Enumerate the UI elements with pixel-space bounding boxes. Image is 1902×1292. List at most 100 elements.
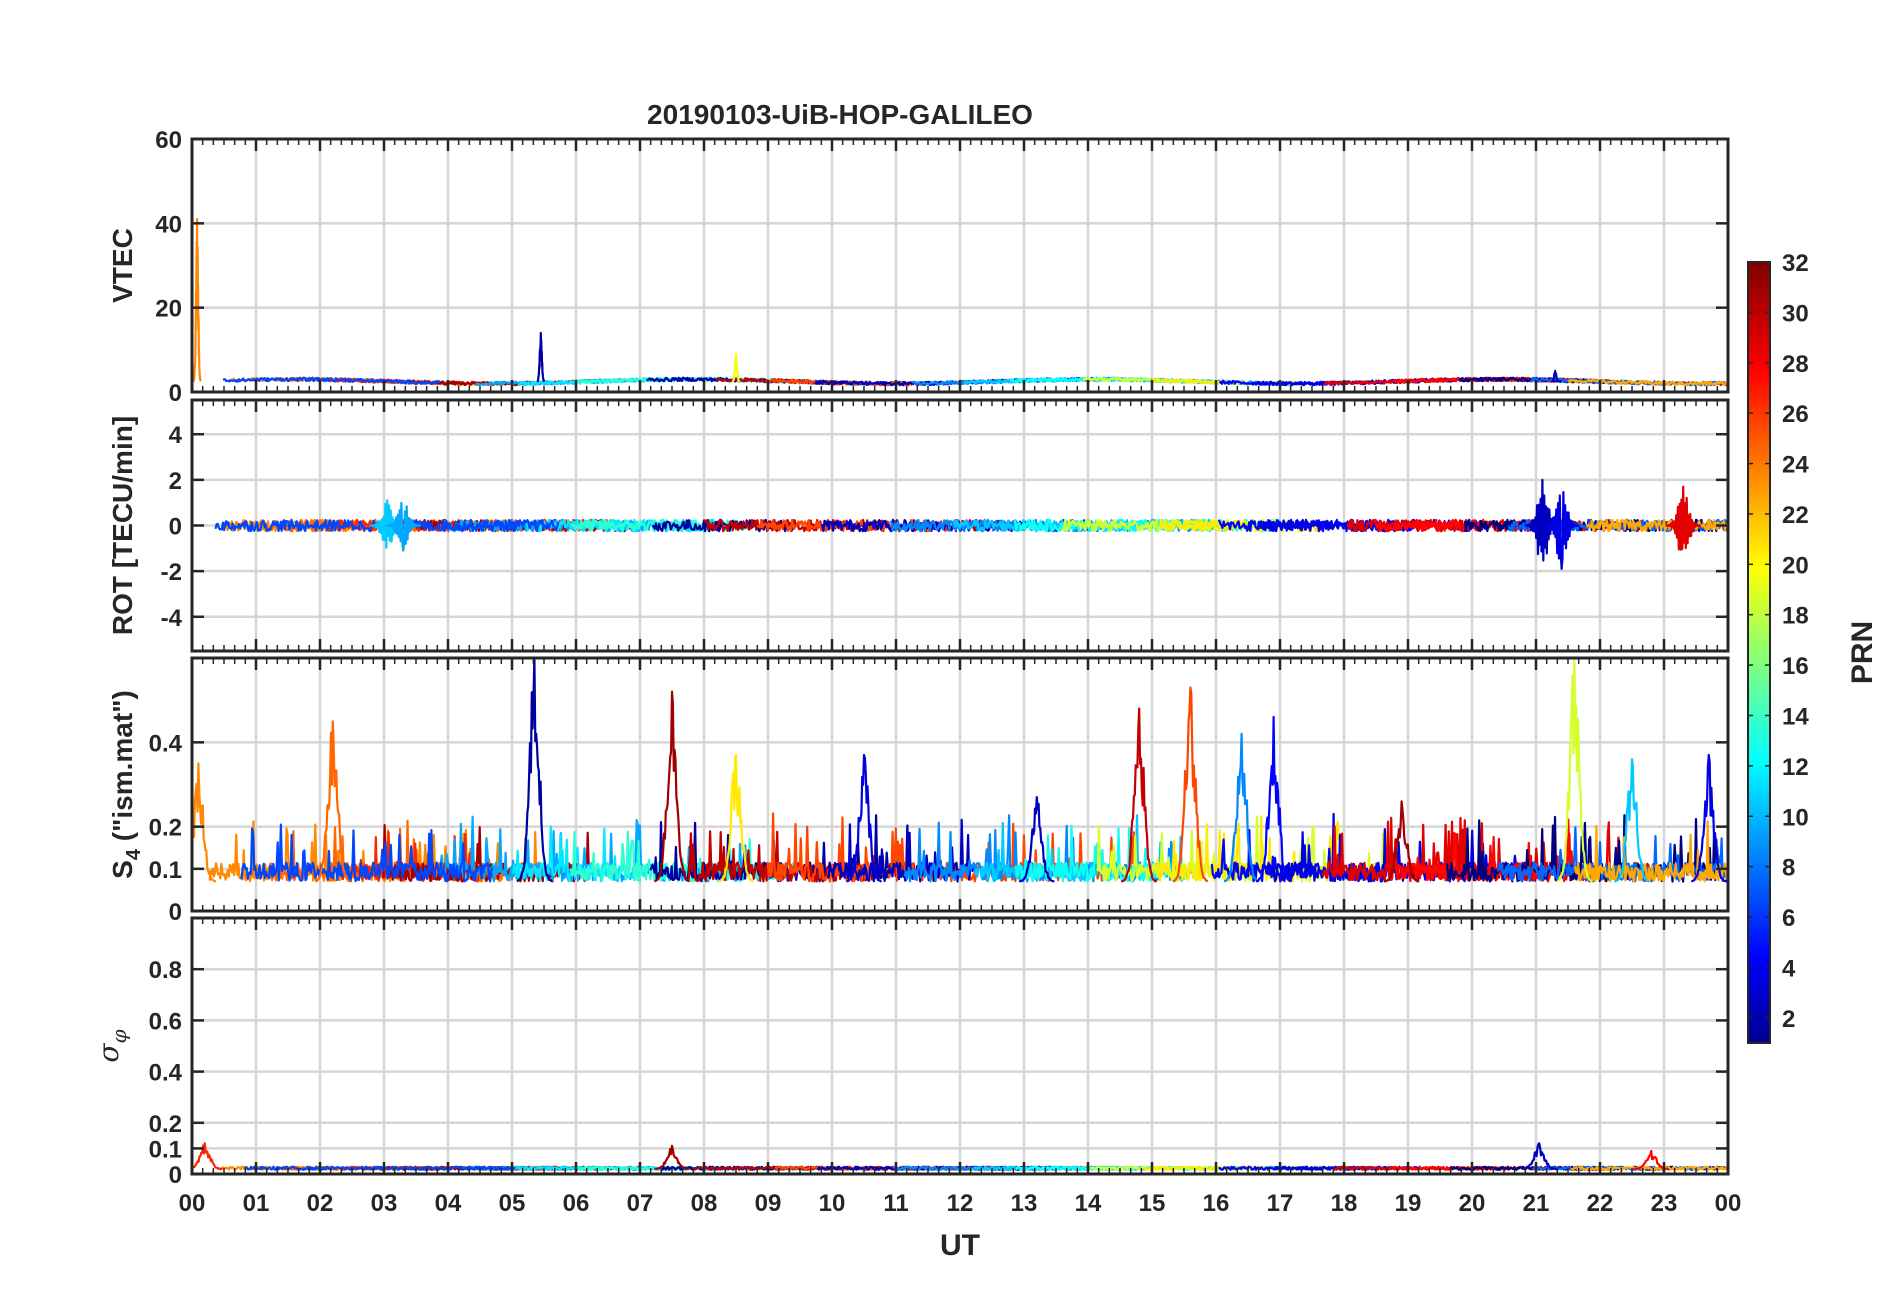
x-tick-label: 23 [1651, 1190, 1678, 1217]
x-tick-label: 01 [243, 1190, 270, 1217]
event-line-prn-11 [1614, 758, 1650, 883]
event-line-prn-20 [731, 353, 741, 383]
event-line-prn-29 [1665, 485, 1701, 551]
x-tick-label: 15 [1139, 1190, 1166, 1217]
event-line-prn-24 [190, 762, 217, 883]
y-tick-label: 0.8 [149, 957, 182, 984]
event-line-prn-4 [1690, 753, 1727, 883]
rot-ticks [190, 400, 1730, 651]
colorbar-tick-label: 20 [1782, 552, 1809, 579]
y-tick-label: 0.1 [149, 857, 182, 884]
x-tick-labels: 00 01 02 03 04 05 06 07 08 09 10 11 12 13 14 15 16 17 18 19… [179, 1190, 1742, 1217]
s4-panel: 0 0.1 0.2 0.4 S4 ("ism.mat") [107, 656, 1730, 926]
vtec-y-tick-labels: 0 20 40 60 [155, 127, 182, 407]
s4-y-tick-labels: 0 0.1 0.2 0.4 [149, 730, 183, 926]
x-tick-label: 09 [755, 1190, 782, 1217]
x-axis-label: UT [940, 1229, 980, 1262]
event-line-prn-30 [1121, 707, 1157, 883]
colorbar-tick-label: 32 [1782, 250, 1809, 277]
series-line-prn-23 [1573, 820, 1730, 883]
x-tick-label: 20 [1459, 1190, 1486, 1217]
series-line-prn-23 [1567, 378, 1729, 387]
x-tick-label: 18 [1331, 1190, 1358, 1217]
s4-y-axis-label: S4 ("ism.mat") [107, 690, 145, 879]
y-tick-label: 0.1 [149, 1136, 182, 1163]
colorbar-scale [1747, 261, 1771, 1044]
colorbar-tick-label: 28 [1782, 351, 1809, 378]
y-tick-label: 20 [155, 296, 182, 323]
event-line-prn-31 [1383, 800, 1420, 883]
event-line-prn-27 [190, 1142, 223, 1170]
rot-y-axis-label: ROT [TECU/min] [107, 416, 138, 635]
x-tick-label: 11 [883, 1190, 908, 1217]
event-line-prn-4 [846, 753, 882, 883]
x-tick-label: 05 [499, 1190, 526, 1217]
event-line-prn-24 [192, 218, 202, 383]
x-tick-label: 08 [691, 1190, 718, 1217]
y-tick-label: 0.6 [149, 1008, 182, 1035]
event-line-prn-3 [1018, 796, 1055, 883]
sigma-label-main: σ [92, 1043, 125, 1063]
colorbar-tick-label: 22 [1782, 502, 1809, 529]
colorbar-tick-label: 12 [1782, 754, 1809, 781]
chart-title: 20190103-UiB-HOP-GALILEO [647, 99, 1033, 130]
event-line-prn-5 [1255, 715, 1292, 883]
event-line-prn-31 [654, 690, 690, 883]
vtec-ticks [190, 137, 1730, 394]
event-line-prn-4 [1543, 491, 1580, 570]
x-tick-label: 12 [947, 1190, 974, 1217]
y-tick-label: -4 [161, 605, 183, 632]
colorbar-tick-label: 6 [1782, 905, 1795, 932]
x-tick-label: 17 [1267, 1190, 1294, 1217]
y-tick-label: 0 [169, 1162, 182, 1189]
s4-traces [190, 656, 1730, 883]
x-tick-label: 06 [563, 1190, 590, 1217]
x-tick-label: 16 [1203, 1190, 1230, 1217]
event-line-prn-31 [654, 1144, 690, 1170]
sigma-phi-ticks [190, 918, 1730, 1176]
x-tick-label: 03 [371, 1190, 398, 1217]
x-tick-label: 07 [627, 1190, 654, 1217]
vtec-panel: 0 20 40 60 VTEC [107, 127, 1730, 407]
colorbar-tick-label: 18 [1782, 603, 1809, 630]
series-line-prn-13 [1013, 824, 1172, 883]
s4-label-subscript: 4 [123, 848, 145, 860]
x-tick-label: 13 [1011, 1190, 1038, 1217]
event-line-prn-9 [1223, 732, 1260, 883]
colorbar-tick-label: 26 [1782, 401, 1809, 428]
x-tick-label: 04 [435, 1190, 462, 1217]
rot-traces [214, 478, 1730, 570]
y-tick-label: 4 [169, 422, 183, 449]
colorbar-tick-label: 2 [1782, 1006, 1795, 1033]
series-line-prn-7 [240, 823, 494, 883]
rot-panel: -4 -2 0 2 4 ROT [TECU/min] [107, 398, 1730, 653]
series-line-prn-23 [1585, 518, 1730, 533]
s4-ticks [190, 658, 1730, 913]
event-line-prn-21 [718, 753, 754, 883]
y-tick-label: 0.2 [149, 815, 182, 842]
x-tick-label: 21 [1523, 1190, 1550, 1217]
colorbar-tick-label: 8 [1782, 855, 1795, 882]
vtec-grid [192, 139, 1728, 392]
s4-label-main: S [107, 860, 138, 879]
colorbar-tick-label: 10 [1782, 804, 1809, 831]
x-tick-label: 19 [1395, 1190, 1422, 1217]
x-tick-label: 02 [307, 1190, 334, 1217]
s4-label-rest: ("ism.mat") [107, 690, 138, 849]
event-line-prn-2 [536, 331, 546, 383]
sigma-phi-y-axis-label: σφ [92, 1029, 131, 1062]
y-tick-label: 0.4 [149, 1060, 183, 1087]
x-tick-label: 10 [819, 1190, 846, 1217]
series-line-prn-7 [243, 1165, 516, 1171]
event-line-prn-25 [315, 720, 351, 883]
y-tick-label: 0 [169, 899, 182, 926]
y-tick-label: 60 [155, 127, 182, 154]
y-tick-label: 0 [169, 380, 182, 407]
event-line-prn-10 [385, 501, 421, 552]
colorbar-tick-label: 16 [1782, 653, 1809, 680]
y-tick-label: 40 [155, 211, 182, 238]
sigma-phi-grid [192, 918, 1728, 1174]
x-tick-label: 22 [1587, 1190, 1614, 1217]
sigma-phi-panel: 00.10.2 0.4 0.6 0.8 σφ [92, 916, 1730, 1189]
